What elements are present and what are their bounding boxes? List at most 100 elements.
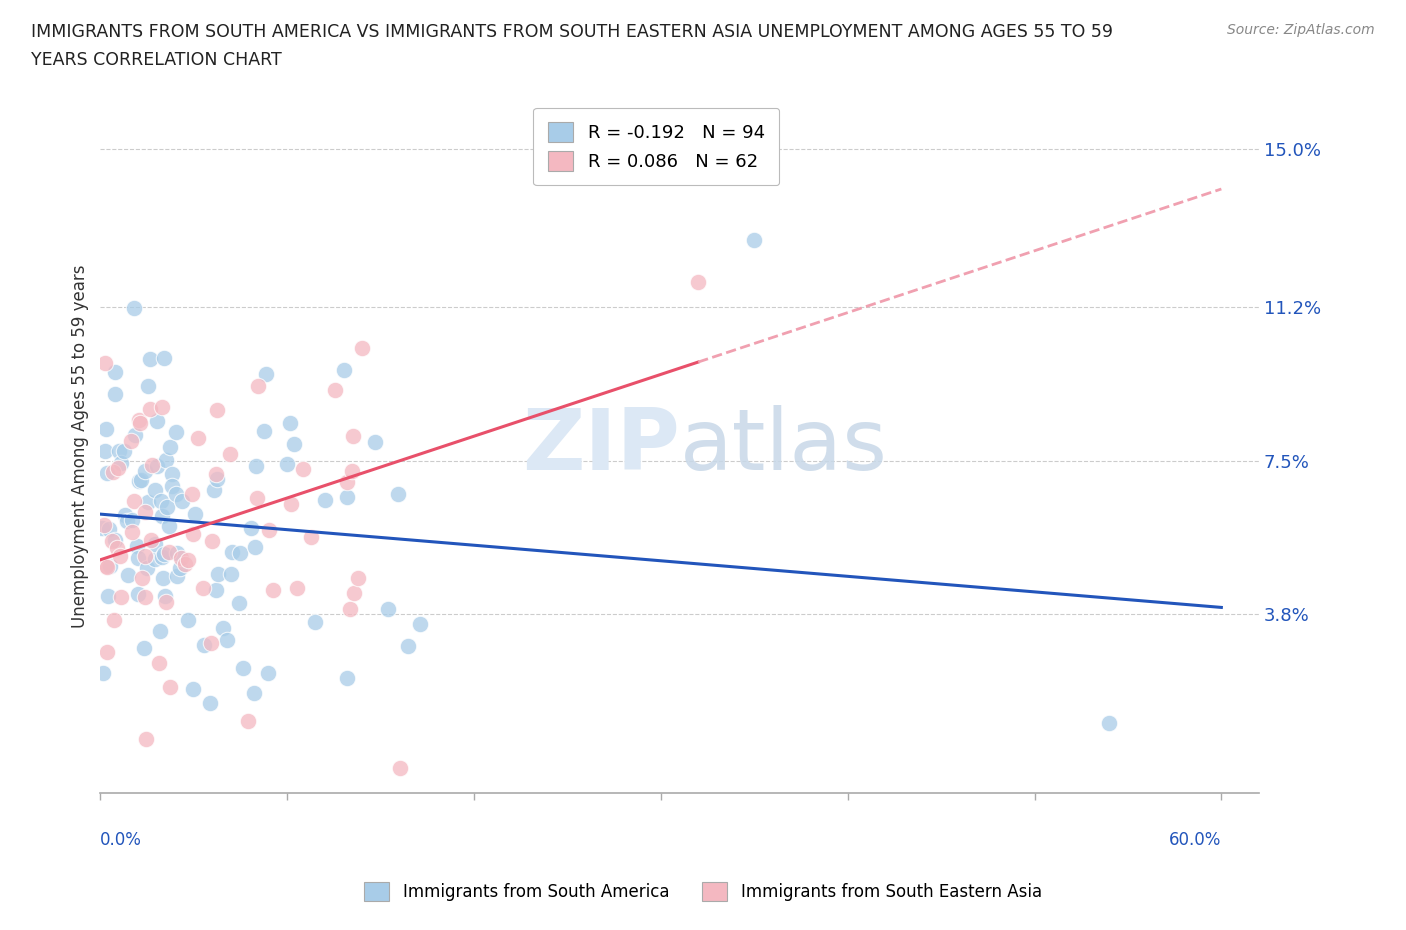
Point <box>219 566 242 581</box>
Point <box>245 458 267 473</box>
Point <box>93 518 115 533</box>
Point <box>121 512 143 527</box>
Point <box>131 571 153 586</box>
Point <box>242 686 264 701</box>
Point <box>187 431 209 445</box>
Point <box>347 570 370 585</box>
Point <box>141 458 163 472</box>
Point <box>350 340 373 355</box>
Point <box>91 666 114 681</box>
Point <box>104 386 127 401</box>
Point <box>136 561 159 576</box>
Point <box>593 162 616 177</box>
Point <box>101 465 124 480</box>
Text: ZIP: ZIP <box>522 405 679 487</box>
Y-axis label: Unemployment Among Ages 55 to 59 years: Unemployment Among Ages 55 to 59 years <box>72 264 89 628</box>
Point <box>246 379 269 393</box>
Point <box>256 666 278 681</box>
Point <box>152 570 174 585</box>
Point <box>153 547 176 562</box>
Point <box>205 466 228 481</box>
Point <box>103 613 125 628</box>
Point <box>145 536 167 551</box>
Point <box>145 483 167 498</box>
Point <box>114 507 136 522</box>
Point <box>165 486 187 501</box>
Point <box>128 473 150 488</box>
Point <box>193 638 215 653</box>
Point <box>285 580 308 595</box>
Point <box>129 472 152 487</box>
Point <box>228 546 250 561</box>
Point <box>181 682 204 697</box>
Point <box>314 493 336 508</box>
Point <box>377 602 399 617</box>
Text: 60.0%: 60.0% <box>1168 830 1222 849</box>
Point <box>134 505 156 520</box>
Point <box>105 541 128 556</box>
Point <box>336 490 359 505</box>
Point <box>96 560 118 575</box>
Point <box>257 523 280 538</box>
Point <box>157 545 180 560</box>
Point <box>207 566 229 581</box>
Point <box>110 590 132 604</box>
Point <box>166 569 188 584</box>
Point <box>122 300 145 315</box>
Point <box>333 363 356 378</box>
Legend: Immigrants from South America, Immigrants from South Eastern Asia: Immigrants from South America, Immigrant… <box>357 876 1049 908</box>
Point <box>200 635 222 650</box>
Point <box>180 487 202 502</box>
Point <box>388 761 411 776</box>
Point <box>342 429 364 444</box>
Point <box>107 461 129 476</box>
Point <box>283 437 305 452</box>
Point <box>211 620 233 635</box>
Point <box>364 435 387 450</box>
Point <box>94 422 117 437</box>
Point <box>340 463 363 478</box>
Point <box>170 551 193 565</box>
Point <box>132 641 155 656</box>
Point <box>98 558 121 573</box>
Point <box>159 440 181 455</box>
Point <box>221 544 243 559</box>
Point <box>228 595 250 610</box>
Point <box>159 679 181 694</box>
Point <box>339 602 361 617</box>
Point <box>232 661 254 676</box>
Point <box>146 458 169 473</box>
Point <box>205 472 228 486</box>
Point <box>217 632 239 647</box>
Point <box>336 474 359 489</box>
Point <box>122 494 145 509</box>
Point <box>165 424 187 439</box>
Point <box>120 434 142 449</box>
Point <box>276 457 298 472</box>
Point <box>246 491 269 506</box>
Point <box>218 446 240 461</box>
Point <box>201 534 224 549</box>
Text: Source: ZipAtlas.com: Source: ZipAtlas.com <box>1227 23 1375 37</box>
Point <box>291 461 314 476</box>
Point <box>177 612 200 627</box>
Point <box>101 534 124 549</box>
Point <box>134 590 156 604</box>
Point <box>1098 715 1121 730</box>
Point <box>170 494 193 509</box>
Point <box>149 623 172 638</box>
Point <box>299 529 322 544</box>
Point <box>110 456 132 471</box>
Point <box>129 416 152 431</box>
Point <box>128 413 150 428</box>
Point <box>160 467 183 482</box>
Point <box>205 402 228 417</box>
Point <box>160 479 183 494</box>
Point <box>150 494 173 509</box>
Point <box>136 495 159 510</box>
Point <box>121 525 143 539</box>
Point <box>343 585 366 600</box>
Point <box>143 551 166 566</box>
Point <box>262 583 284 598</box>
Point <box>148 656 170 671</box>
